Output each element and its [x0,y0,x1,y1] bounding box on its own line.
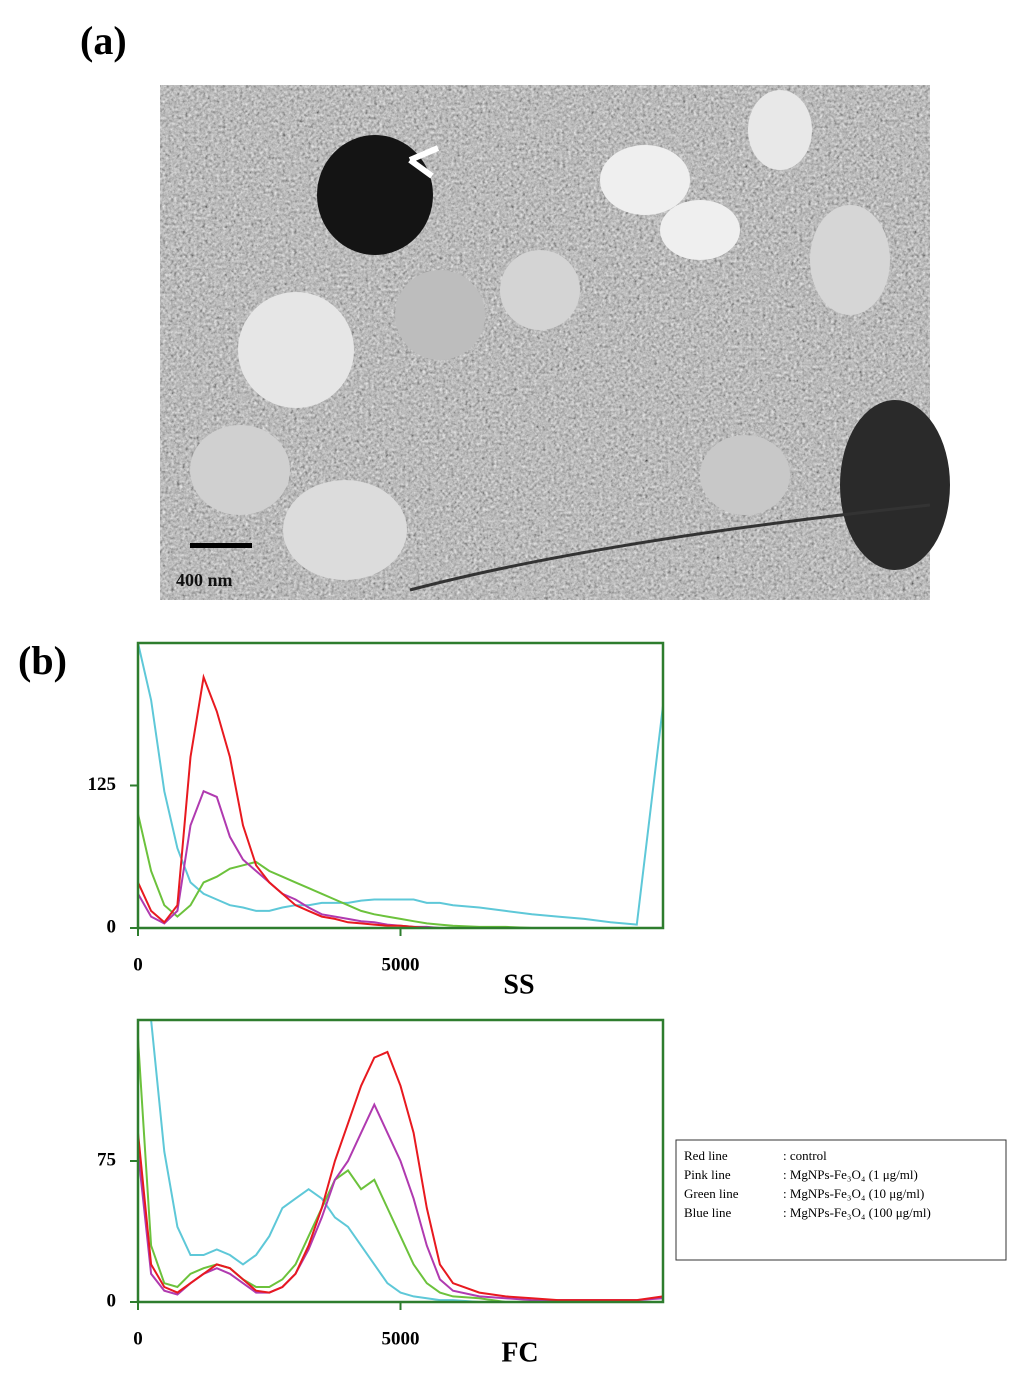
legend-line-name: Red line [684,1148,728,1163]
series-line [137,673,663,929]
legend-line-name: Green line [684,1186,739,1201]
panel-label: (a) [80,18,127,63]
legend-line-name: Blue line [684,1205,732,1220]
legend-line-name: Pink line [684,1167,731,1182]
y-tick-label: 75 [97,1149,116,1170]
series-line [137,1102,664,1302]
tem-image: 400 nm [160,85,950,600]
y-tick-label: 0 [107,1290,117,1311]
legend-description: : MgNPs-Fe₃O₄ (10 μg/ml) [783,1186,924,1201]
x-axis-label: FC [501,1337,538,1368]
series-line [137,1050,664,1302]
series-line [137,642,664,926]
legend-description: : control [783,1148,827,1163]
x-tick-label: 5000 [382,1328,420,1349]
series-line [137,789,663,929]
legend [675,1139,1007,1261]
x-tick-label: 0 [133,954,143,975]
series-line [137,1038,663,1303]
y-tick-label: 0 [107,916,117,937]
x-tick-label: 5000 [382,954,420,975]
y-tick-label: 125 [88,774,117,795]
series-line [137,813,663,929]
legend-description: : MgNPs-Fe₃O₄ (1 μg/ml) [783,1167,918,1182]
legend-description: : MgNPs-Fe₃O₄ (100 μg/ml) [783,1205,931,1220]
plot-frame [136,641,665,930]
scale-bar-label: 400 nm [176,570,233,590]
panel-label: (b) [18,638,67,683]
x-tick-label: 0 [133,1328,143,1349]
x-axis-label: SS [503,969,534,1000]
